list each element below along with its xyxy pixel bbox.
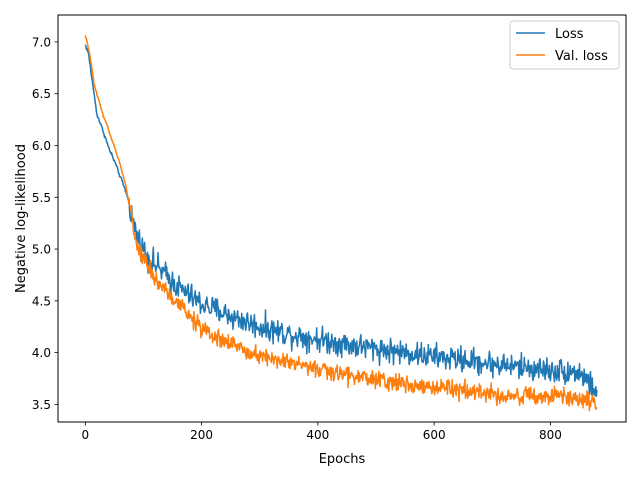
x-tick-label: 0 [82, 428, 90, 442]
series-line-loss [84, 44, 598, 397]
y-tick-label: 4.0 [32, 346, 51, 360]
y-tick-label: 5.0 [32, 243, 51, 257]
legend: Loss Val. loss [509, 20, 620, 70]
x-tick-label: 800 [539, 428, 562, 442]
y-tick-label: 4.5 [32, 294, 51, 308]
series-lines [84, 35, 598, 412]
y-axis-label: Negative log-likelihood [14, 144, 29, 293]
x-tick-label: 400 [306, 428, 329, 442]
legend-label-val-loss: Val. loss [555, 49, 608, 64]
y-tick-label: 3.5 [32, 398, 51, 412]
y-tick-label: 6.0 [32, 139, 51, 153]
x-tick-label: 200 [190, 428, 213, 442]
y-tick-label: 7.0 [32, 35, 51, 49]
y-tick-label: 6.5 [32, 87, 51, 101]
series-line-val-loss [84, 35, 598, 412]
legend-label-loss: Loss [555, 27, 584, 42]
x-tick-label: 600 [423, 428, 446, 442]
x-axis-label: Epochs [319, 452, 366, 467]
x-axis-ticks: 0 200 400 600 800 [82, 422, 562, 442]
plot-frame [57, 14, 627, 423]
y-axis-ticks: 3.5 4.0 4.5 5.0 5.5 6.0 6.5 7.0 [32, 35, 58, 412]
y-tick-label: 5.5 [32, 191, 51, 205]
